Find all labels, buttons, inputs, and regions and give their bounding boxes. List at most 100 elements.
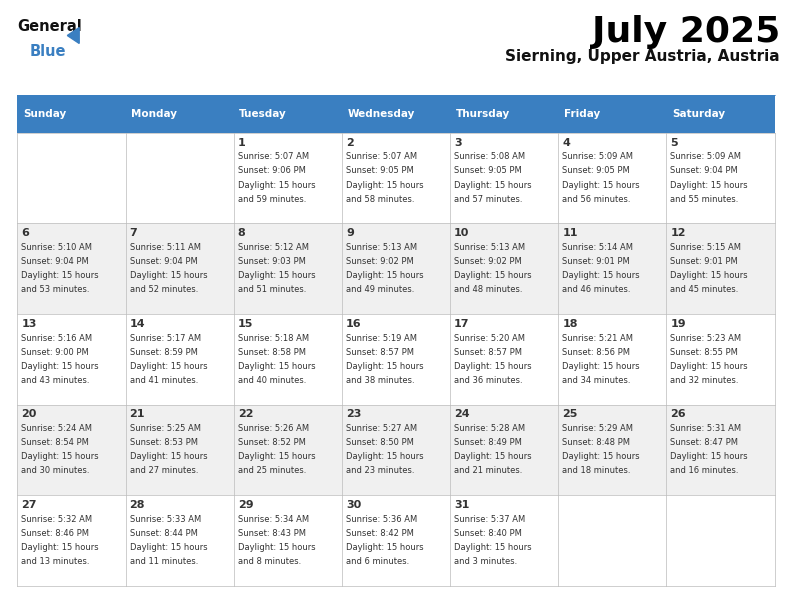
Text: 8: 8: [238, 228, 246, 238]
Text: Sunrise: 5:27 AM: Sunrise: 5:27 AM: [346, 424, 417, 433]
Text: and 43 minutes.: and 43 minutes.: [21, 376, 89, 385]
Bar: [17, 495, 775, 586]
Bar: [126, 95, 234, 133]
Text: Blue: Blue: [30, 44, 67, 59]
Text: 15: 15: [238, 319, 253, 329]
Bar: [17, 95, 126, 133]
Text: and 52 minutes.: and 52 minutes.: [130, 285, 198, 294]
Text: Daylight: 15 hours: Daylight: 15 hours: [454, 543, 531, 552]
Text: and 3 minutes.: and 3 minutes.: [454, 557, 517, 566]
Text: and 25 minutes.: and 25 minutes.: [238, 466, 306, 476]
Text: Sunrise: 5:13 AM: Sunrise: 5:13 AM: [454, 243, 525, 252]
Text: Sunset: 8:59 PM: Sunset: 8:59 PM: [130, 348, 197, 357]
Text: Tuesday: Tuesday: [239, 109, 287, 119]
Text: 7: 7: [130, 228, 137, 238]
Text: Sunset: 9:01 PM: Sunset: 9:01 PM: [562, 257, 630, 266]
Text: Sunset: 8:48 PM: Sunset: 8:48 PM: [562, 438, 630, 447]
Text: Daylight: 15 hours: Daylight: 15 hours: [238, 271, 315, 280]
Bar: [450, 95, 558, 133]
Text: Daylight: 15 hours: Daylight: 15 hours: [21, 362, 99, 371]
Text: Sunrise: 5:31 AM: Sunrise: 5:31 AM: [670, 424, 741, 433]
Text: Daylight: 15 hours: Daylight: 15 hours: [21, 452, 99, 461]
Text: Daylight: 15 hours: Daylight: 15 hours: [346, 452, 424, 461]
Text: Sunset: 8:49 PM: Sunset: 8:49 PM: [454, 438, 522, 447]
Text: and 49 minutes.: and 49 minutes.: [346, 285, 414, 294]
Text: Sunrise: 5:29 AM: Sunrise: 5:29 AM: [562, 424, 634, 433]
Text: Sunset: 8:43 PM: Sunset: 8:43 PM: [238, 529, 306, 538]
Text: Sunset: 8:46 PM: Sunset: 8:46 PM: [21, 529, 89, 538]
Text: Daylight: 15 hours: Daylight: 15 hours: [130, 362, 208, 371]
Text: Sunrise: 5:26 AM: Sunrise: 5:26 AM: [238, 424, 309, 433]
Text: and 16 minutes.: and 16 minutes.: [670, 466, 739, 476]
Text: Sunset: 9:05 PM: Sunset: 9:05 PM: [454, 166, 522, 176]
Bar: [342, 95, 450, 133]
Text: Sunrise: 5:17 AM: Sunrise: 5:17 AM: [130, 334, 200, 343]
Text: Sunrise: 5:32 AM: Sunrise: 5:32 AM: [21, 515, 93, 524]
Text: Daylight: 15 hours: Daylight: 15 hours: [562, 271, 640, 280]
Text: Sunset: 8:56 PM: Sunset: 8:56 PM: [562, 348, 630, 357]
Text: Sunrise: 5:25 AM: Sunrise: 5:25 AM: [130, 424, 200, 433]
Text: and 30 minutes.: and 30 minutes.: [21, 466, 89, 476]
Text: 31: 31: [454, 500, 470, 510]
Text: 11: 11: [562, 228, 577, 238]
Text: Daylight: 15 hours: Daylight: 15 hours: [130, 452, 208, 461]
Text: Sunset: 8:52 PM: Sunset: 8:52 PM: [238, 438, 306, 447]
Text: Sunset: 9:04 PM: Sunset: 9:04 PM: [130, 257, 197, 266]
Text: Sunset: 9:05 PM: Sunset: 9:05 PM: [346, 166, 413, 176]
Text: Sunset: 8:58 PM: Sunset: 8:58 PM: [238, 348, 306, 357]
Text: 23: 23: [346, 409, 361, 419]
Text: Sunset: 8:50 PM: Sunset: 8:50 PM: [346, 438, 413, 447]
Text: 30: 30: [346, 500, 361, 510]
Text: 4: 4: [562, 138, 570, 147]
Text: and 11 minutes.: and 11 minutes.: [130, 557, 198, 566]
Text: 5: 5: [670, 138, 678, 147]
Text: and 36 minutes.: and 36 minutes.: [454, 376, 523, 385]
Text: Daylight: 15 hours: Daylight: 15 hours: [670, 452, 748, 461]
Text: and 38 minutes.: and 38 minutes.: [346, 376, 414, 385]
Text: 27: 27: [21, 500, 37, 510]
Text: Sunset: 8:57 PM: Sunset: 8:57 PM: [346, 348, 414, 357]
Text: Sunset: 8:40 PM: Sunset: 8:40 PM: [454, 529, 522, 538]
Text: Daylight: 15 hours: Daylight: 15 hours: [21, 543, 99, 552]
Text: Sunset: 8:57 PM: Sunset: 8:57 PM: [454, 348, 522, 357]
Text: and 23 minutes.: and 23 minutes.: [346, 466, 414, 476]
Text: 9: 9: [346, 228, 354, 238]
Text: 24: 24: [454, 409, 470, 419]
Text: Daylight: 15 hours: Daylight: 15 hours: [454, 362, 531, 371]
Text: Sunset: 9:01 PM: Sunset: 9:01 PM: [670, 257, 738, 266]
Text: and 6 minutes.: and 6 minutes.: [346, 557, 409, 566]
Text: and 58 minutes.: and 58 minutes.: [346, 195, 414, 204]
Text: Daylight: 15 hours: Daylight: 15 hours: [670, 362, 748, 371]
Text: Sunrise: 5:09 AM: Sunrise: 5:09 AM: [670, 152, 741, 162]
Text: July 2025: July 2025: [592, 15, 780, 50]
Text: Sunset: 8:55 PM: Sunset: 8:55 PM: [670, 348, 738, 357]
Text: and 53 minutes.: and 53 minutes.: [21, 285, 89, 294]
Text: Sunrise: 5:23 AM: Sunrise: 5:23 AM: [670, 334, 741, 343]
Bar: [17, 405, 775, 495]
Bar: [234, 95, 342, 133]
Text: Sunset: 9:02 PM: Sunset: 9:02 PM: [346, 257, 413, 266]
Text: Sunset: 9:04 PM: Sunset: 9:04 PM: [670, 166, 738, 176]
Text: Sunrise: 5:34 AM: Sunrise: 5:34 AM: [238, 515, 309, 524]
Text: Sunrise: 5:28 AM: Sunrise: 5:28 AM: [454, 424, 525, 433]
Text: Sunrise: 5:20 AM: Sunrise: 5:20 AM: [454, 334, 525, 343]
Text: Daylight: 15 hours: Daylight: 15 hours: [346, 543, 424, 552]
Text: Daylight: 15 hours: Daylight: 15 hours: [670, 181, 748, 190]
Polygon shape: [67, 28, 79, 43]
Text: Sunrise: 5:33 AM: Sunrise: 5:33 AM: [130, 515, 201, 524]
Text: General: General: [17, 18, 82, 34]
Bar: [17, 223, 775, 314]
Text: and 21 minutes.: and 21 minutes.: [454, 466, 523, 476]
Text: 18: 18: [562, 319, 577, 329]
Text: Sunrise: 5:36 AM: Sunrise: 5:36 AM: [346, 515, 417, 524]
Text: Daylight: 15 hours: Daylight: 15 hours: [562, 181, 640, 190]
Text: Sunrise: 5:15 AM: Sunrise: 5:15 AM: [670, 243, 741, 252]
Text: and 27 minutes.: and 27 minutes.: [130, 466, 198, 476]
Bar: [17, 314, 775, 405]
Text: and 46 minutes.: and 46 minutes.: [562, 285, 630, 294]
Text: and 59 minutes.: and 59 minutes.: [238, 195, 306, 204]
Text: Sunrise: 5:21 AM: Sunrise: 5:21 AM: [562, 334, 634, 343]
Text: Saturday: Saturday: [672, 109, 725, 119]
Text: and 18 minutes.: and 18 minutes.: [562, 466, 630, 476]
Text: Daylight: 15 hours: Daylight: 15 hours: [238, 362, 315, 371]
